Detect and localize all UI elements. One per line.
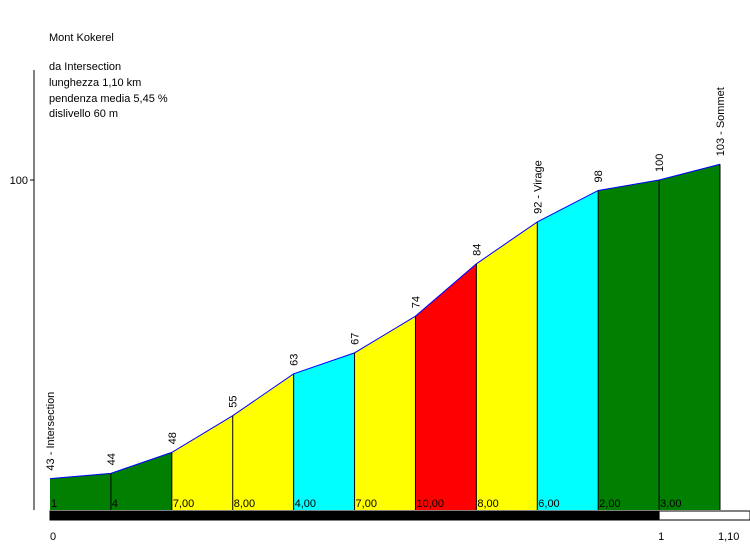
- gradient-segment: [659, 164, 720, 511]
- altitude-label: 63: [289, 354, 301, 366]
- segment-gradient-label: 8,00: [234, 498, 255, 510]
- altitude-label: 103 - Sommet: [715, 87, 727, 156]
- altitude-label: 100: [654, 154, 666, 172]
- gradient-segment: [293, 352, 355, 510]
- altitude-label: 55: [228, 395, 240, 407]
- segment-gradient-label: 10,00: [416, 498, 444, 510]
- gradient-segment: [415, 263, 477, 510]
- altitude-label: 74: [410, 296, 422, 308]
- segment-gradient-label: 8,00: [477, 498, 498, 510]
- gradient-segment: [537, 190, 599, 510]
- chart-title: Mont Kokerel: [49, 32, 114, 44]
- segment-gradient-label: 3,00: [660, 498, 681, 510]
- distance-bar-segment: [658, 510, 750, 521]
- x-tick-label: 0: [50, 531, 56, 543]
- altitude-label: 92 - Virage: [532, 160, 544, 214]
- segment-gradient-label: 4,00: [295, 498, 316, 510]
- altitude-label: 67: [350, 333, 362, 345]
- gradient-segment: [50, 473, 111, 510]
- segment-gradient-label: 6,00: [538, 498, 559, 510]
- gradient-segment: [354, 316, 416, 510]
- gradient-segment: [598, 180, 660, 510]
- altitude-label: 98: [593, 170, 605, 182]
- segment-gradient-label: 2,00: [599, 498, 620, 510]
- info-from: da Intersection: [49, 61, 122, 73]
- segment-gradient-label: 1: [51, 498, 57, 510]
- segment-gradient-label: 7,00: [356, 498, 377, 510]
- altitude-label: 48: [167, 432, 179, 444]
- distance-bar-segment: [49, 510, 660, 521]
- x-tick-label: 1: [658, 531, 664, 543]
- info-gradient: pendenza media 5,45 %: [49, 93, 168, 105]
- x-tick-label: 1,10: [718, 531, 739, 543]
- segment-gradient-label: 7,00: [173, 498, 194, 510]
- gradient-segment: [476, 221, 538, 510]
- y-tick-label: 100: [10, 175, 28, 187]
- gradient-segment: [171, 415, 233, 510]
- info-length: lunghezza 1,10 km: [49, 77, 142, 89]
- gradient-segment: [110, 452, 172, 510]
- altitude-label: 43 - Intersection: [45, 392, 57, 471]
- segment-gradient-label: 4: [112, 498, 118, 510]
- profile-line: [49, 163, 721, 480]
- altitude-label: 84: [471, 244, 483, 256]
- info-elevation-gain: dislivello 60 m: [49, 108, 119, 120]
- gradient-segment: [232, 373, 294, 510]
- altitude-label: 44: [106, 453, 118, 465]
